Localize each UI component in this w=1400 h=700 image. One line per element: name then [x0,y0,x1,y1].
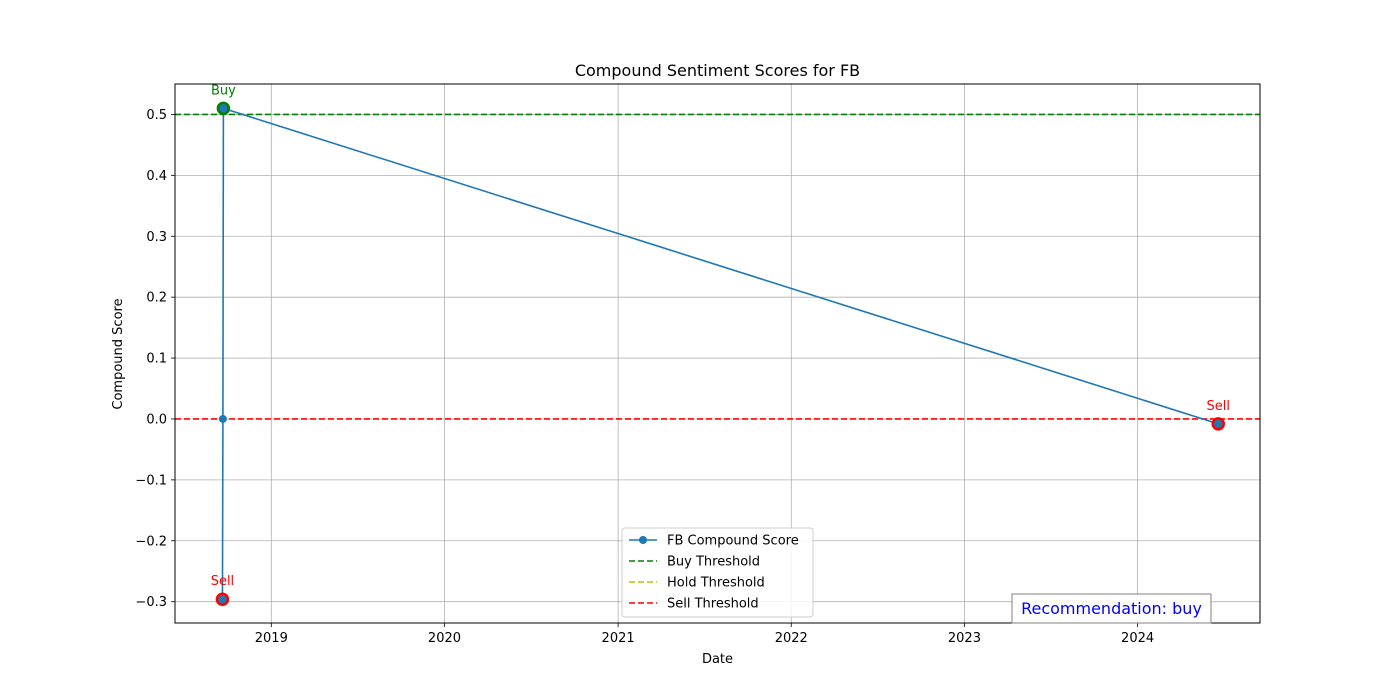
signal-label: Sell [211,574,234,589]
legend-entry-label: Hold Threshold [667,576,765,591]
y-tick-label: 0.4 [146,169,167,184]
y-axis-label: Compound Score [111,298,126,409]
threshold-lines [175,113,1260,420]
recommendation-text: Recommendation: buy [1021,599,1202,618]
y-tick-label: 0.0 [146,412,167,427]
signal-label: Buy [211,83,236,98]
chart-title: Compound Sentiment Scores for FB [575,61,860,80]
legend: FB Compound Score Buy Threshold Hold Thres… [621,527,814,618]
x-tick-label: 2019 [255,631,288,646]
y-tick-label: −0.2 [135,534,167,549]
recommendation-frame [1011,593,1212,624]
y-tick-label: −0.3 [135,595,167,610]
x-tick-label: 2020 [428,631,461,646]
x-tick-label: 2024 [1121,631,1154,646]
legend-box [621,527,814,618]
signal-marker [215,592,230,606]
x-tick-label: 2023 [948,631,981,646]
x-tick-label: 2021 [602,631,635,646]
legend-entry-label: Sell Threshold [667,597,759,612]
signal-marker [1211,417,1226,431]
axis-ticks: 2019 2020 2021 2022 2023 2024 0.5 0.4 0.3 0.2 0.1 0… [135,108,1154,646]
series-point [218,414,227,423]
legend-entry-label: FB Compound Score [667,534,799,549]
y-tick-label: 0.1 [146,352,167,367]
plot-area-frame [174,83,1261,624]
signal-markers: Sell Buy Sell [211,83,1230,606]
y-tick-label: 0.2 [146,291,167,306]
x-tick-label: 2022 [775,631,808,646]
x-axis-label: Date [702,652,733,667]
legend-swatch-marker [639,536,647,544]
legend-entry-label: Buy Threshold [667,555,760,570]
y-tick-label: 0.5 [146,108,167,123]
y-tick-label: −0.1 [135,473,167,488]
recommendation-box: Recommendation: buy [1011,593,1212,624]
series-line [221,107,1219,600]
signal-label: Sell [1207,399,1230,414]
signal-marker [216,101,231,116]
y-tick-label: 0.3 [146,230,167,245]
